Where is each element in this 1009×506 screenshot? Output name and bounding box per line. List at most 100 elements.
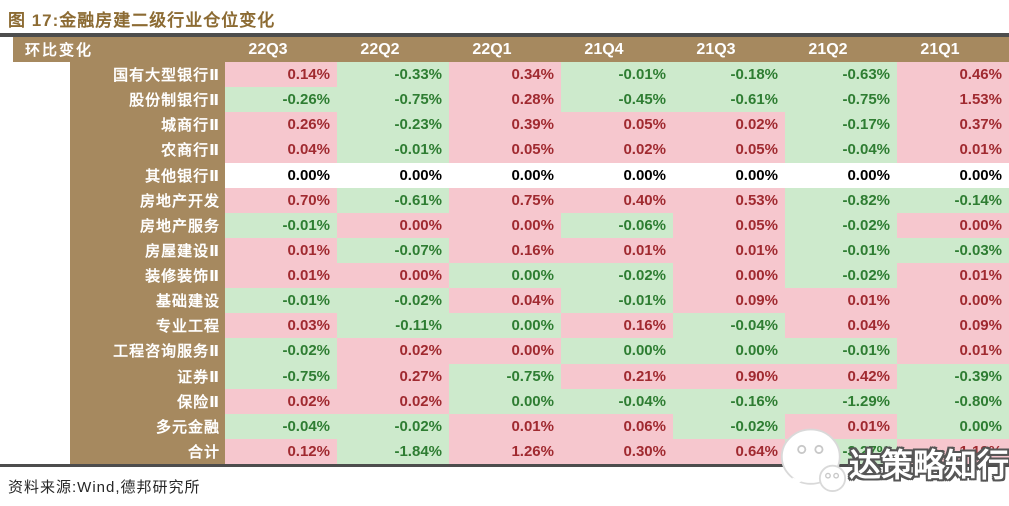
value-cell: 0.90% xyxy=(673,363,785,389)
row-label: 装修装饰Ⅱ xyxy=(70,263,225,289)
row-label-cell: 装修装饰Ⅱ xyxy=(0,263,225,289)
table-body: 国有大型银行Ⅱ 0.14% -0.33% 0.34% -0.01% -0.18% -0.63… xyxy=(0,62,1009,464)
value-cell: 0.12% xyxy=(225,438,337,464)
value-cell: 1.12% xyxy=(897,438,1009,464)
value-cell: 0.09% xyxy=(897,313,1009,339)
column-header-label: 环比变化 xyxy=(25,42,94,59)
value-cell: -0.17% xyxy=(785,112,897,138)
row-label: 工程咨询服务Ⅱ xyxy=(70,338,225,364)
value-cell: 0.06% xyxy=(561,413,673,439)
value-cell: -0.01% xyxy=(785,237,897,263)
row-label: 证券Ⅱ xyxy=(70,363,225,389)
value-cell: -0.02% xyxy=(225,338,337,364)
row-label: 基础建设 xyxy=(70,288,225,314)
table-row: 保险Ⅱ 0.02% 0.02% 0.00% -0.04% -0.16% -1.29% -0.8… xyxy=(0,388,1009,414)
value-cell: 0.00% xyxy=(337,263,449,289)
row-label-cell: 其他银行Ⅱ xyxy=(0,162,225,188)
figure-title: 图 17:金融房建二级行业仓位变化 xyxy=(8,11,276,30)
value-cell: 0.00% xyxy=(561,162,673,188)
table-row: 基础建设 -0.01% -0.02% 0.04% -0.01% 0.09% 0.01% 0.0… xyxy=(0,288,1009,314)
row-label-cell: 城商行Ⅱ xyxy=(0,112,225,138)
value-cell: -1.84% xyxy=(337,438,449,464)
value-cell: -0.01% xyxy=(225,212,337,238)
row-label: 合计 xyxy=(70,438,225,464)
value-cell: 0.03% xyxy=(225,313,337,339)
value-cell: -0.82% xyxy=(785,187,897,213)
value-cell: 0.05% xyxy=(561,112,673,138)
value-cell: 0.40% xyxy=(561,187,673,213)
value-cell: -0.07% xyxy=(337,237,449,263)
row-label-cell: 股份制银行Ⅱ xyxy=(0,87,225,113)
value-cell: 0.01% xyxy=(673,237,785,263)
value-cell: 0.00% xyxy=(897,288,1009,314)
value-cell: -0.01% xyxy=(561,62,673,88)
table-row: 国有大型银行Ⅱ 0.14% -0.33% 0.34% -0.01% -0.18% -0.63… xyxy=(0,62,1009,88)
value-cell: -0.61% xyxy=(337,187,449,213)
value-cell: 0.05% xyxy=(673,212,785,238)
value-cell: -0.23% xyxy=(337,112,449,138)
row-label-cell: 房地产开发 xyxy=(0,187,225,213)
value-cell: 0.00% xyxy=(785,162,897,188)
row-label-cell: 专业工程 xyxy=(0,313,225,339)
value-cell: 0.00% xyxy=(561,338,673,364)
value-cell: 0.30% xyxy=(561,438,673,464)
value-cell: 0.09% xyxy=(673,288,785,314)
value-cell: 0.02% xyxy=(673,112,785,138)
row-label-cell: 国有大型银行Ⅱ xyxy=(0,62,225,88)
value-cell: 0.75% xyxy=(449,187,561,213)
row-label: 保险Ⅱ xyxy=(70,388,225,414)
source-note: 资料来源:Wind,德邦研究所 xyxy=(8,479,201,496)
value-cell: 0.00% xyxy=(673,263,785,289)
value-cell: -0.04% xyxy=(561,388,673,414)
value-cell: -0.01% xyxy=(785,338,897,364)
value-cell: -0.04% xyxy=(785,137,897,163)
value-cell: -0.45% xyxy=(561,87,673,113)
value-cell: 0.00% xyxy=(673,338,785,364)
value-cell: 0.42% xyxy=(785,363,897,389)
value-cell: -0.63% xyxy=(785,62,897,88)
value-cell: 0.01% xyxy=(785,288,897,314)
value-cell: -0.11% xyxy=(337,313,449,339)
value-cell: -0.18% xyxy=(673,62,785,88)
row-label-cell: 房地产服务 xyxy=(0,212,225,238)
column-header-21q2: 21Q2 xyxy=(808,40,848,58)
value-cell: 0.00% xyxy=(337,212,449,238)
value-cell: 0.05% xyxy=(673,137,785,163)
row-label-cell: 多元金融 xyxy=(0,413,225,439)
row-label-cell: 保险Ⅱ xyxy=(0,388,225,414)
value-cell: -0.02% xyxy=(337,413,449,439)
table-row: 工程咨询服务Ⅱ -0.02% 0.02% 0.00% 0.00% 0.00% -0.01% 0… xyxy=(0,338,1009,364)
value-cell: -0.03% xyxy=(897,237,1009,263)
value-cell: 0.04% xyxy=(785,313,897,339)
value-cell: 0.26% xyxy=(225,112,337,138)
value-cell: -0.14% xyxy=(897,187,1009,213)
value-cell: 0.37% xyxy=(897,112,1009,138)
value-cell: 0.00% xyxy=(897,212,1009,238)
top-rule xyxy=(0,33,1009,37)
value-cell: 0.02% xyxy=(561,137,673,163)
value-cell: 0.28% xyxy=(449,87,561,113)
value-cell: 0.01% xyxy=(449,413,561,439)
value-cell: 0.00% xyxy=(449,263,561,289)
value-cell: 0.01% xyxy=(561,237,673,263)
table-header-row: 环比变化 22Q3 22Q2 22Q1 21Q4 21Q3 21Q2 21Q1 xyxy=(13,37,1009,62)
column-header-21q4: 21Q4 xyxy=(584,40,624,58)
column-header-22q2: 22Q2 xyxy=(360,40,400,58)
value-cell: 0.70% xyxy=(225,187,337,213)
row-label: 房屋建设Ⅱ xyxy=(70,237,225,263)
value-cell: -0.02% xyxy=(785,263,897,289)
value-cell: 0.02% xyxy=(225,388,337,414)
row-label: 国有大型银行Ⅱ xyxy=(70,62,225,88)
value-cell: 0.02% xyxy=(337,388,449,414)
value-cell: 0.04% xyxy=(449,288,561,314)
column-header-21q1: 21Q1 xyxy=(920,40,960,58)
row-label: 其他银行Ⅱ xyxy=(70,162,225,188)
table-row: 股份制银行Ⅱ -0.26% -0.75% 0.28% -0.45% -0.61% -0.75… xyxy=(0,87,1009,113)
value-cell: 0.01% xyxy=(225,237,337,263)
value-cell: 0.01% xyxy=(785,413,897,439)
value-cell: -0.16% xyxy=(673,388,785,414)
value-cell: -0.33% xyxy=(337,62,449,88)
value-cell: -0.01% xyxy=(225,288,337,314)
value-cell: 0.00% xyxy=(225,162,337,188)
value-cell: 0.16% xyxy=(449,237,561,263)
